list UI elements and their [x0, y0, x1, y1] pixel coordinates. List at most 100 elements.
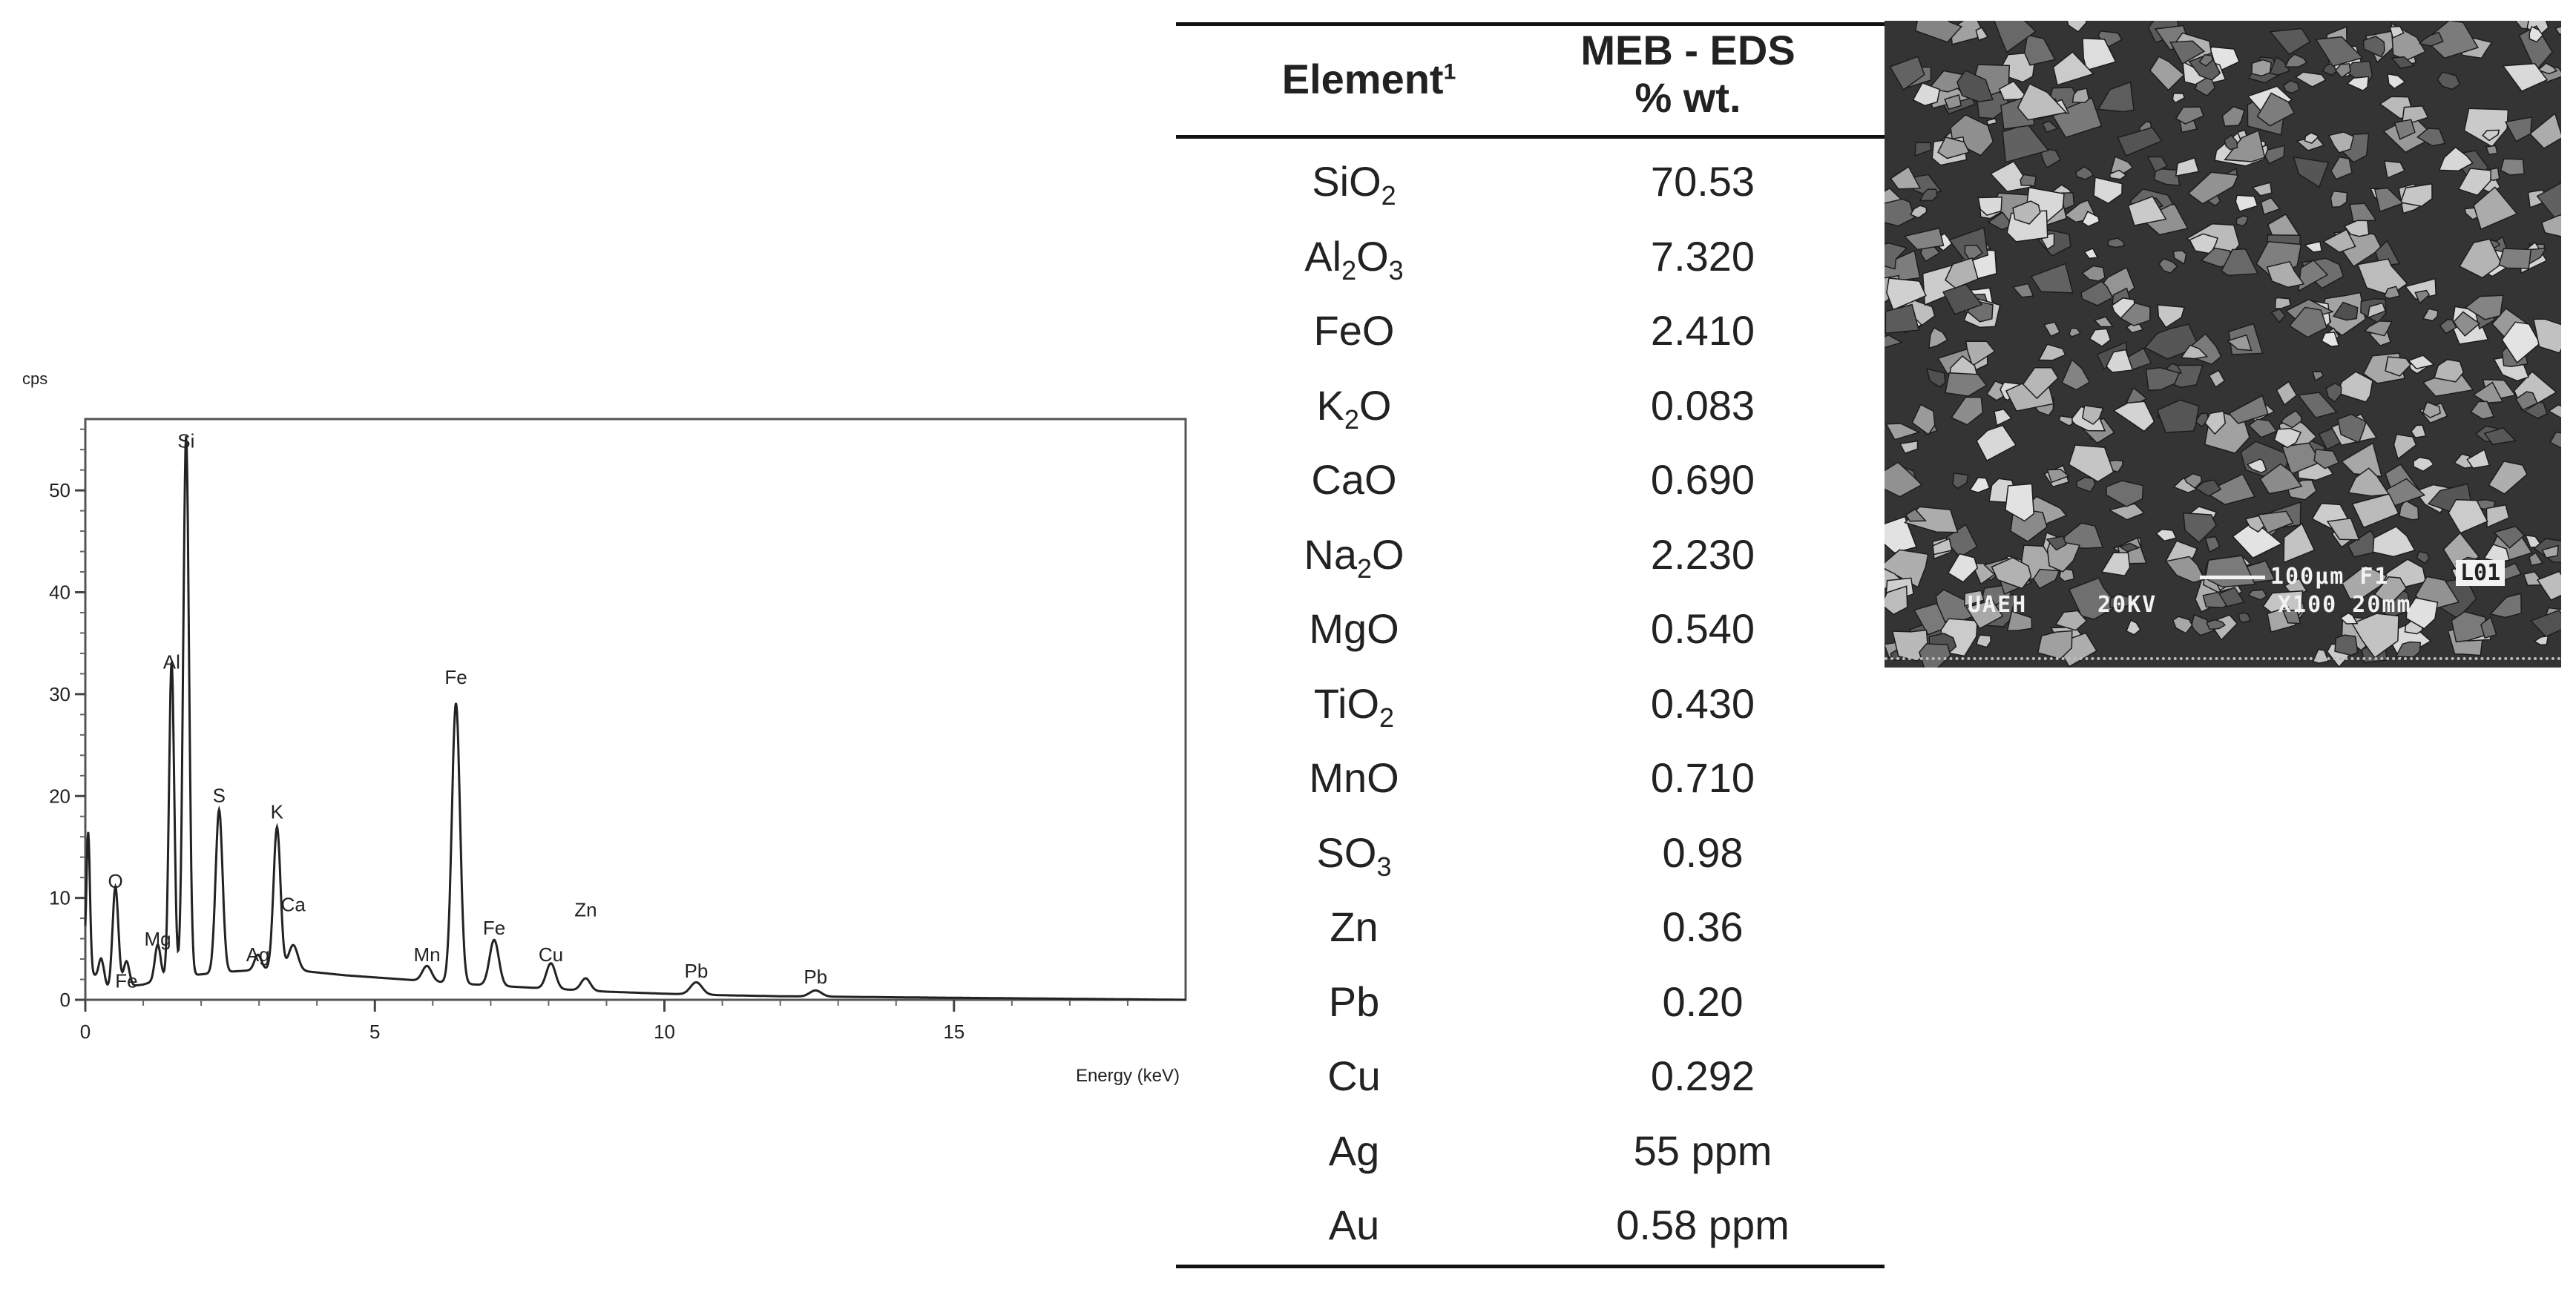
- peak-label: O: [108, 870, 122, 892]
- header-element: Element1: [1281, 56, 1456, 102]
- sem-particle: [2264, 145, 2286, 165]
- sem-particle: [2005, 483, 2034, 522]
- chart-axes: 0 10 20 30 40 50 0 5 10 15: [49, 418, 1187, 1043]
- value-cell: 0.690: [1650, 456, 1755, 503]
- sem-particle: [2246, 458, 2267, 474]
- element-subscript: 2: [1357, 553, 1373, 584]
- sem-particle: [2120, 302, 2151, 326]
- sem-particle: [2248, 418, 2278, 438]
- y-tick-label: 0: [60, 989, 70, 1011]
- sem-particle: [2410, 424, 2427, 438]
- table-row: K2O 0.083: [1176, 369, 1885, 443]
- sem-particle: [2187, 171, 2239, 205]
- sem-particle: [2068, 577, 2119, 620]
- value-cell: 0.58 ppm: [1616, 1202, 1790, 1248]
- table-row: Zn 0.36: [1176, 890, 1885, 964]
- sem-particle: [2540, 214, 2561, 237]
- sem-particle: [1952, 472, 1969, 490]
- sem-particle: [2422, 308, 2439, 322]
- sem-particle: [2156, 399, 2200, 433]
- sem-particle: [2453, 311, 2481, 337]
- sem-particle: [2256, 92, 2296, 127]
- value-cell: 0.430: [1650, 679, 1755, 727]
- sem-particle: [2232, 520, 2283, 559]
- element-symbol: Pb: [1328, 978, 1380, 1025]
- element-cell: Ag: [1191, 1114, 1517, 1188]
- peak-label: Ag: [246, 943, 270, 966]
- plot-frame: [84, 418, 1187, 1001]
- sem-particle: [2393, 119, 2416, 140]
- sem-particle: [2023, 34, 2056, 66]
- sem-particle: [2146, 156, 2169, 173]
- value-cell: 0.710: [1650, 754, 1755, 801]
- sem-particle: [2109, 593, 2135, 610]
- element-subscript: 3: [1376, 851, 1392, 882]
- sem-particle: [2339, 612, 2359, 625]
- sem-particle: [1885, 334, 1904, 349]
- element-cell: CaO: [1191, 443, 1517, 517]
- sem-particle: [2259, 463, 2303, 495]
- sem-particle: [1951, 396, 1984, 426]
- sem-particle: [2405, 597, 2439, 630]
- sem-particle: [1885, 303, 1920, 335]
- sem-particle: [1965, 599, 2004, 630]
- sem-particle: [1885, 243, 1908, 270]
- sem-particle: [2514, 391, 2538, 411]
- sem-particle: [2226, 334, 2253, 352]
- table-row: MgO 0.540: [1176, 592, 1885, 666]
- header-meb-eds: MEB - EDS % wt.: [1525, 27, 1851, 122]
- sem-particle: [2482, 129, 2500, 142]
- sem-micrograph: UAEH 20KV 100μm F1 L01 X100 20mm: [1885, 21, 2561, 668]
- table-row: FeO 2.410: [1176, 294, 1885, 368]
- sem-particle: [2126, 619, 2141, 636]
- table-row: CaO 0.690: [1176, 443, 1885, 517]
- sem-particle: [2107, 237, 2126, 248]
- sem-particle: [2393, 433, 2417, 460]
- sem-particle: [1899, 440, 1919, 455]
- sem-particle: [2106, 480, 2144, 507]
- x-axis-label: Energy (keV): [1076, 1066, 1180, 1086]
- sem-particle: [2383, 286, 2401, 300]
- sem-particle: [2473, 186, 2518, 231]
- sem-particle: [2274, 297, 2292, 309]
- sem-particle: [2448, 498, 2488, 534]
- element-symbol: K: [1316, 381, 1344, 429]
- sem-particle: [2399, 183, 2433, 207]
- table-row: SiO2 70.53: [1176, 145, 1885, 219]
- sem-particle: [2541, 544, 2559, 558]
- sem-particle: [2424, 21, 2479, 59]
- sem-particle: [1903, 227, 1945, 251]
- spectrum-line: [84, 436, 1186, 1001]
- peak-label: Mg: [145, 928, 171, 950]
- sem-particle: [2080, 280, 2114, 306]
- sem-particle: [2251, 59, 2273, 77]
- sem-particle: [2169, 40, 2206, 65]
- sem-particle: [2321, 332, 2340, 347]
- sem-particle: [2089, 328, 2112, 347]
- sem-particle: [1911, 403, 1936, 435]
- sem-particle: [2367, 302, 2387, 319]
- sem-particle: [2041, 120, 2059, 134]
- element-symbol: SO: [1316, 828, 1377, 876]
- sem-particle: [2304, 132, 2319, 144]
- sem-particle: [1975, 634, 1991, 648]
- value-cell: 2.410: [1650, 307, 1755, 354]
- element-cell: TiO2: [1191, 667, 1517, 741]
- table-header-rule: [1176, 135, 1885, 139]
- sem-particle: [2020, 174, 2037, 188]
- table-row: TiO2 0.430: [1176, 667, 1885, 741]
- sem-particle: [1964, 590, 1985, 607]
- element-subscript: 2: [1381, 180, 1396, 211]
- element-subscript: 2: [1379, 702, 1395, 733]
- sem-particle: [2235, 194, 2258, 213]
- sem-particle: [2554, 25, 2561, 36]
- sem-particle: [2097, 81, 2135, 113]
- sem-particle: [1885, 461, 1923, 498]
- sem-particle: [2485, 504, 2510, 529]
- element-symbol: SiO: [1312, 158, 1381, 205]
- sem-particle: [2414, 289, 2431, 305]
- sem-particle: [2489, 593, 2523, 619]
- eds-spectrum-chart: 0 10 20 30 40 50 0 5 10 15 O Fe Mg Al Si S Ag K Ca Mn Fe Fe C…: [22, 369, 1187, 1086]
- sem-particle: [2297, 392, 2338, 419]
- sem-particle: [2046, 536, 2067, 551]
